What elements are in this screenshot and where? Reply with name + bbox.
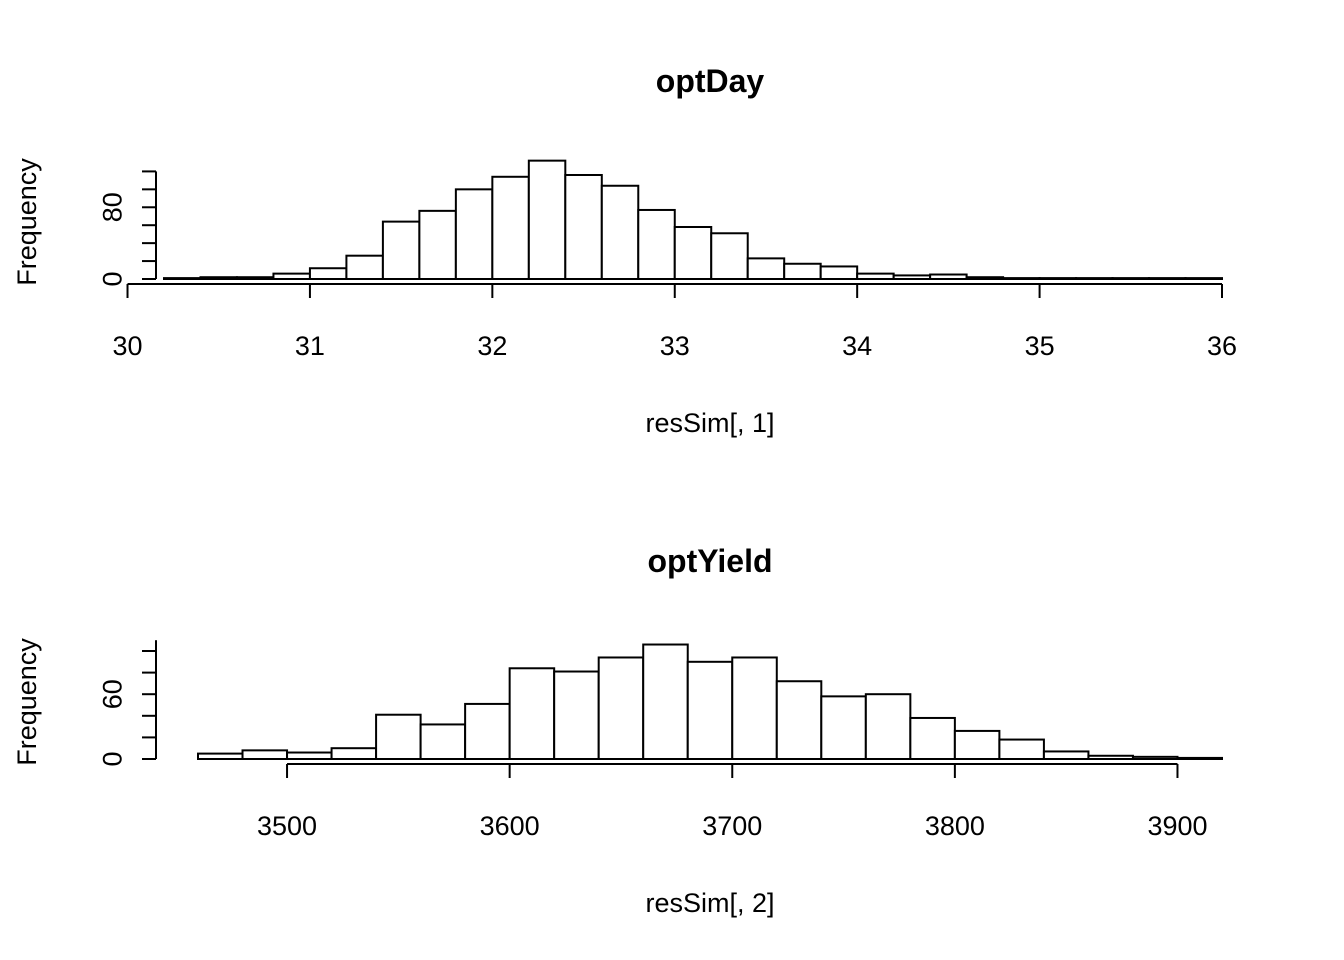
histogram-bar <box>419 723 467 761</box>
histogram-bar <box>163 277 202 280</box>
histogram-bar <box>746 257 786 281</box>
histogram-bar <box>953 729 1001 760</box>
histogram-panel-2: optYield 3500 3600 3700 3800 3900 0 60 resSim[, … <box>12 543 1224 918</box>
histogram-bar <box>686 660 734 760</box>
y-axis-label: Frequency <box>12 158 42 286</box>
histogram-bar <box>286 751 333 761</box>
x-tick-label: 3500 <box>257 811 317 841</box>
histogram-bar <box>1184 277 1223 280</box>
histogram-bar <box>892 274 932 281</box>
y-tick-label: 0 <box>97 271 127 286</box>
x-tick-label: 35 <box>1025 331 1055 361</box>
histogram-bar <box>199 276 238 280</box>
y-tick-label: 80 <box>97 192 127 222</box>
histogram-bar <box>464 702 511 760</box>
histogram-bar <box>637 208 676 281</box>
x-tick-label: 3700 <box>702 811 762 841</box>
x-tick-label: 31 <box>295 331 325 361</box>
histogram-bar <box>929 273 968 280</box>
histogram-bar <box>197 752 244 760</box>
histogram-bar <box>1002 277 1041 280</box>
histogram-bar <box>418 209 457 280</box>
histogram-bar <box>508 667 556 761</box>
histogram-bar <box>1176 756 1224 760</box>
x-tick-label: 3600 <box>480 811 540 841</box>
x-tick-label: 34 <box>842 331 872 361</box>
histogram-bar <box>673 225 713 280</box>
x-tick-label: 3800 <box>925 811 985 841</box>
histogram-bar <box>381 220 421 280</box>
chart-title: optDay <box>656 63 765 99</box>
histogram-bar <box>308 267 348 281</box>
histogram-panel-1: optDay 30 31 32 33 34 35 36 0 80 resSim[, 1] Freque… <box>12 63 1237 438</box>
x-axis-label: resSim[, 2] <box>645 888 774 918</box>
histogram-bar <box>965 276 1005 280</box>
histogram-bar <box>1087 754 1134 761</box>
histogram-bar <box>998 738 1045 760</box>
histogram-bar <box>783 262 822 281</box>
histogram-bar <box>731 656 778 760</box>
histogram-bar <box>375 713 422 760</box>
histogram-bar <box>600 184 640 280</box>
x-tick-label: 33 <box>660 331 690 361</box>
x-tick-label: 36 <box>1207 331 1237 361</box>
histogram-bar <box>642 643 689 761</box>
histogram-bar <box>1131 755 1179 761</box>
histogram-bar <box>710 232 749 281</box>
x-tick-label: 32 <box>477 331 507 361</box>
histogram-bar <box>864 693 912 761</box>
histogram-bar <box>1042 750 1090 761</box>
histogram-bar <box>235 276 275 280</box>
histogram-bar <box>775 680 823 760</box>
histogram-bar <box>241 749 289 760</box>
histogram-bar <box>527 159 567 280</box>
x-tick-label: 30 <box>112 331 142 361</box>
histogram-bar <box>491 175 530 280</box>
histogram-bar <box>345 254 384 280</box>
histogram-bar <box>597 656 645 760</box>
histogram-bar <box>856 272 895 280</box>
histogram-bar <box>1111 277 1151 280</box>
y-axis-label: Frequency <box>12 638 42 766</box>
histogram-bar <box>1038 277 1078 280</box>
x-tick-label: 3900 <box>1147 811 1207 841</box>
x-axis-label: resSim[, 1] <box>645 408 774 438</box>
y-tick-label: 0 <box>97 751 127 766</box>
histogram-bar <box>1148 277 1187 280</box>
histogram-bar <box>330 747 378 761</box>
histogram-bar <box>1075 277 1114 280</box>
histogram-bar <box>553 670 600 761</box>
histogram-bar <box>819 265 859 281</box>
histogram-bar <box>272 272 311 280</box>
chart-title: optYield <box>647 543 772 579</box>
histogram-bar <box>564 173 603 280</box>
histogram-bar <box>454 188 494 280</box>
histogram-bar <box>820 695 867 760</box>
y-tick-label: 60 <box>97 679 127 709</box>
histogram-bar <box>909 716 956 761</box>
